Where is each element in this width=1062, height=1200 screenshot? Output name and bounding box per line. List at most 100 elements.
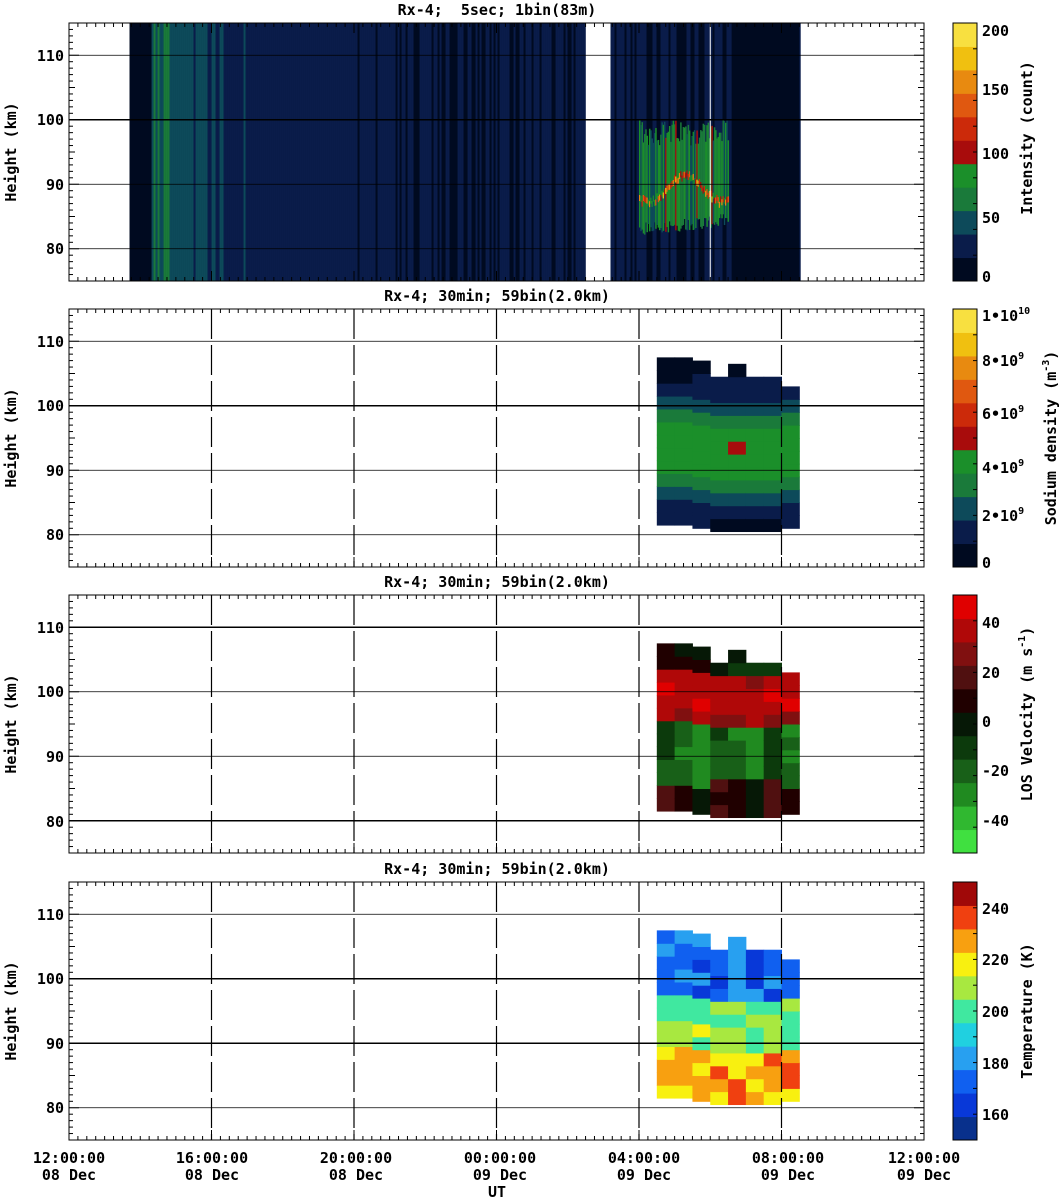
intensity-layer-column <box>660 134 662 229</box>
panel-3-cbar-tick-0: 0 <box>982 713 991 731</box>
profile-cell <box>745 415 765 429</box>
profile-cell <box>692 373 711 387</box>
intensity-column <box>359 23 362 281</box>
intensity-column <box>495 23 498 281</box>
intensity-column <box>321 23 324 281</box>
intensity-column <box>327 23 330 281</box>
intensity-layer-column <box>723 120 726 226</box>
intensity-layer-column <box>713 127 716 225</box>
intensity-column <box>507 23 510 281</box>
intensity-column <box>423 23 426 281</box>
profile-cell <box>781 775 800 789</box>
profile-cell <box>674 759 693 773</box>
profile-cell <box>656 357 676 371</box>
profile-cell <box>674 473 693 487</box>
intensity-column <box>624 23 627 281</box>
profile-cell <box>674 1020 693 1035</box>
profile-cell <box>692 985 711 999</box>
profile-cell <box>728 454 747 468</box>
intensity-column <box>351 23 354 281</box>
panel-2-ytick-110: 110 <box>37 333 64 351</box>
intensity-layer-column <box>645 129 647 223</box>
profile-cell <box>728 975 747 989</box>
profile-cell <box>710 415 729 429</box>
intensity-column <box>481 23 484 281</box>
intensity-column <box>583 23 586 281</box>
profile-cell <box>781 698 800 712</box>
intensity-peak <box>701 185 703 192</box>
intensity-column <box>307 23 310 281</box>
intensity-column <box>537 23 540 281</box>
panel-2-ytick-90: 90 <box>46 462 64 480</box>
intensity-column <box>636 23 639 281</box>
colorbar-swatch <box>953 1022 977 1047</box>
intensity-column <box>395 23 398 281</box>
intensity-peak <box>700 181 702 188</box>
intensity-column <box>339 23 342 281</box>
intensity-column <box>153 23 156 281</box>
panel-4-ytick-110: 110 <box>37 906 64 924</box>
intensity-column <box>475 23 478 281</box>
panel-1-ytick-100: 100 <box>37 111 64 129</box>
intensity-column <box>209 23 212 281</box>
intensity-column <box>335 23 338 281</box>
profile-cell <box>728 1027 747 1041</box>
panel-3-ytick-110: 110 <box>37 619 64 637</box>
intensity-column <box>267 23 270 281</box>
intensity-column <box>201 23 204 281</box>
intensity-column <box>433 23 436 281</box>
intensity-peak <box>723 197 726 204</box>
panel-3-title: Rx-4; 30min; 59bin(2.0km) <box>384 573 610 591</box>
intensity-column <box>353 23 356 281</box>
profile-cell <box>728 1001 747 1015</box>
profile-cell <box>692 672 711 686</box>
intensity-peak <box>646 197 648 204</box>
intensity-peak <box>653 199 656 206</box>
intensity-layer-column <box>711 125 713 225</box>
intensity-layer-column <box>706 125 708 227</box>
intensity-peak <box>725 199 727 206</box>
panel-1-ytick-110: 110 <box>37 47 64 65</box>
profile-cell <box>692 476 711 491</box>
profile-cell <box>781 1023 800 1038</box>
profile-cell <box>745 1065 765 1080</box>
intensity-peak <box>706 189 708 196</box>
profile-cell <box>728 1040 747 1054</box>
profile-cell <box>728 778 747 793</box>
intensity-column <box>579 23 582 281</box>
intensity-column <box>247 23 250 281</box>
profile-cell <box>656 1059 676 1073</box>
intensity-column <box>189 23 192 281</box>
colorbar-swatch <box>953 1069 977 1094</box>
profile-cell <box>674 994 693 1009</box>
profile-cell <box>763 376 782 391</box>
intensity-peak <box>688 171 691 178</box>
profile-cell <box>692 711 711 725</box>
intensity-peak <box>667 183 670 190</box>
profile-cell <box>781 386 800 400</box>
profile-cell <box>710 688 729 702</box>
intensity-peak <box>668 183 671 190</box>
intensity-column <box>239 23 242 281</box>
intensity-column <box>145 23 148 281</box>
profile-cell <box>728 428 747 442</box>
intensity-column <box>259 23 262 281</box>
profile-cell <box>674 682 693 696</box>
profile-cell <box>710 428 729 442</box>
panel-1-cbar-tick-200: 200 <box>982 22 1009 40</box>
profile-cell <box>745 740 765 754</box>
intensity-column <box>265 23 268 281</box>
intensity-column <box>273 23 276 281</box>
intensity-column <box>263 23 266 281</box>
profile-cell <box>674 720 693 735</box>
profile-cell <box>763 714 782 728</box>
intensity-peak <box>678 173 681 180</box>
profile-cell <box>745 988 765 1002</box>
intensity-column <box>277 23 280 281</box>
intensity-layer-column <box>696 130 698 219</box>
colorbar-swatch <box>953 46 977 71</box>
panel-2-tick-marks <box>68 308 925 568</box>
intensity-column <box>363 23 366 281</box>
profile-cell <box>745 1052 765 1067</box>
profile-cell <box>674 772 693 786</box>
